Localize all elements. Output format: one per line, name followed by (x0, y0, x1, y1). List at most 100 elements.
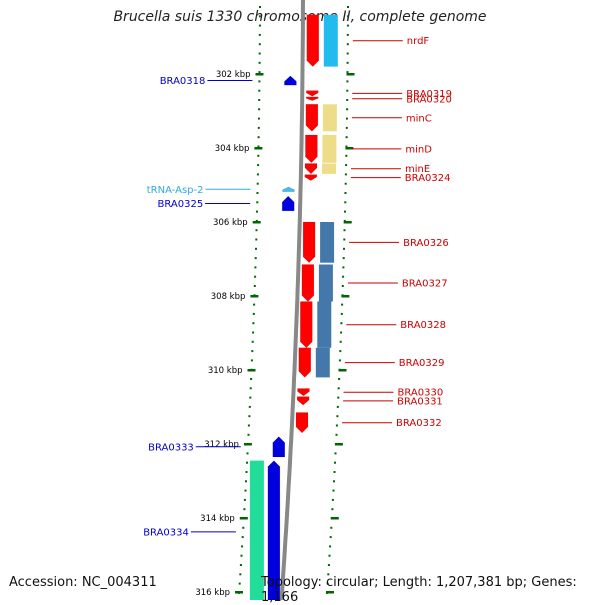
scale-tick-label: 308 kbp (211, 292, 246, 302)
gene-arrow (302, 221, 316, 264)
guide-dot-left (257, 145, 260, 148)
scale-tick-label: 310 kbp (208, 366, 243, 376)
guide-dot-right (335, 424, 338, 427)
cog-band (315, 347, 330, 378)
guide-dot-right (343, 247, 345, 250)
guide-dot-left (257, 164, 260, 167)
guide-dot-left (243, 508, 246, 511)
gene-label: BRA0330 (398, 388, 444, 399)
guide-dot-left (254, 257, 257, 260)
guide-dot-left (248, 415, 251, 418)
guide-dot-left (256, 182, 259, 185)
guide-dot-right (337, 387, 340, 390)
scale-tick-label: 304 kbp (215, 144, 250, 154)
scale-tick (254, 147, 263, 150)
gene-label: BRA0334 (143, 527, 189, 538)
gene-arrow (295, 412, 309, 434)
guide-dot-left (255, 238, 258, 241)
guide-dot-right (346, 99, 349, 101)
guide-dot-left (239, 564, 242, 566)
gene-label: minC (406, 113, 432, 124)
guide-dot-left (246, 452, 249, 455)
guide-dot-right (342, 266, 345, 269)
scale-tick-right (330, 517, 339, 520)
guide-dot-right (334, 461, 336, 464)
scale-tick (239, 517, 248, 520)
feature-labels: nrdFBRA0318BRA0319BRA0320minCminDminEBRA… (143, 36, 452, 538)
gene-label: minE (405, 164, 430, 175)
guide-dot-right (335, 433, 338, 436)
guide-dot-left (249, 396, 252, 399)
accession-text: Accession: NC_004311 (9, 575, 157, 590)
guide-dot-right (342, 257, 345, 260)
guide-dot-left (251, 340, 254, 343)
topology-text: Topology: circular; Length: 1,207,381 bp… (261, 575, 577, 605)
gene-arrow (298, 347, 312, 378)
guide-dot-left (251, 350, 254, 353)
guide-dot-left (256, 210, 258, 213)
guide-dot-left (257, 117, 260, 120)
gene-arrow (306, 14, 320, 67)
guide-dot-right (331, 498, 334, 501)
guide-dot-left (245, 480, 247, 483)
scale-tick (235, 591, 243, 594)
guide-dot-left (255, 247, 257, 250)
guide-dot-left (258, 24, 261, 27)
guide-dot-left (247, 424, 250, 427)
guide-dot-right (329, 536, 332, 539)
gene-label: minD (405, 144, 432, 155)
guide-dot-right (336, 415, 339, 418)
guide-dot-right (346, 52, 349, 55)
guide-dot-right (331, 508, 334, 511)
gene-label: tRNA-Asp-2 (147, 185, 204, 196)
guide-dot-right (336, 405, 339, 408)
guide-dot-left (256, 173, 259, 176)
gene-arrow (305, 134, 318, 164)
gene-label: BRA0319 (406, 89, 452, 100)
guide-dot-right (328, 554, 331, 557)
guide-dot-left (257, 154, 260, 157)
guide-dot-right (346, 33, 349, 36)
guide-dot-right (338, 359, 341, 362)
scale-tick-right (346, 73, 355, 76)
guide-dot-right (334, 452, 337, 455)
gene-arrow (297, 388, 310, 397)
guide-dot-right (337, 396, 340, 399)
gene-label: BRA0318 (160, 76, 206, 87)
guide-dot-left (259, 6, 261, 8)
gene-label: BRA0328 (400, 320, 446, 331)
guide-dot-left (250, 359, 253, 362)
gene-arrow (305, 104, 319, 132)
feature-track (267, 14, 320, 600)
scale-tick-right (338, 369, 347, 372)
guide-dot-left (255, 229, 258, 232)
guide-dot-right (327, 573, 330, 576)
guide-dot-right (346, 24, 349, 27)
guide-dot-right (327, 564, 330, 566)
gene-arrow (281, 195, 295, 212)
guide-dot-right (343, 219, 346, 222)
guide-dot-left (257, 136, 260, 139)
guide-dot-right (347, 6, 349, 8)
cog-band (320, 222, 335, 263)
gene-label: nrdF (407, 36, 430, 47)
scale-tick (252, 221, 261, 224)
guide-dot-right (330, 526, 333, 529)
guide-dot-right (344, 182, 347, 185)
scale-tick-right (334, 443, 343, 446)
scale-tick-right (341, 295, 350, 298)
gene-arrow (296, 396, 310, 406)
scale-tick (255, 73, 264, 76)
cog-band (322, 163, 336, 174)
guide-dot-left (254, 275, 257, 278)
guide-dot-right (346, 15, 349, 18)
guide-dot-right (340, 312, 343, 315)
guide-dot-right (344, 173, 347, 176)
scale-tick-right (326, 591, 334, 594)
guide-dot-right (341, 303, 344, 306)
gene-arrow (267, 460, 281, 600)
guide-dot-left (257, 126, 260, 129)
guide-dot-left (254, 266, 257, 269)
guide-dot-right (326, 582, 329, 585)
scale-tick (250, 295, 259, 298)
